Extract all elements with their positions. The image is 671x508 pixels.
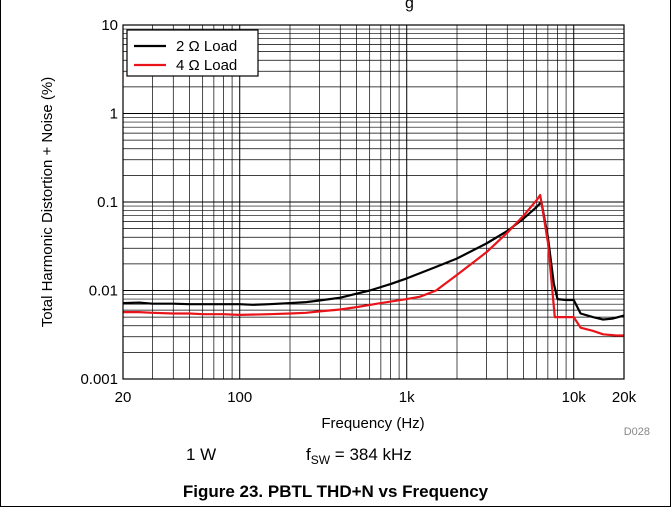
legend-box <box>126 29 259 77</box>
y-tick-label: 1 <box>110 106 118 123</box>
x-axis-label: Frequency (Hz) <box>321 415 424 432</box>
fsw-symbol: f <box>306 445 311 464</box>
power-condition: 1 W <box>186 445 217 464</box>
legend-label-4ohm: 4 Ω Load <box>176 57 237 74</box>
y-tick-label: 0.01 <box>89 283 118 300</box>
y-tick-label: 0.001 <box>80 371 118 388</box>
x-tick-label: 20 <box>115 389 132 406</box>
x-tick-label: 1k <box>399 389 415 406</box>
figure-caption: Figure 23. PBTL THD+N vs Frequency <box>182 482 489 501</box>
plot-area-border <box>122 24 625 380</box>
grid <box>123 25 624 379</box>
y-axis-label: Total Harmonic Distortion + Noise (%) <box>39 77 56 328</box>
y-tick-label: 0.1 <box>97 194 118 211</box>
chart-id-label: D028 <box>624 426 650 438</box>
series-line-4ohm <box>123 193 624 337</box>
header-fragment: g <box>405 0 414 12</box>
y-tick-label: 10 <box>101 17 118 34</box>
series-layer <box>122 193 625 337</box>
y-tick-labels: 0.001 0.01 0.1 1 10 <box>80 17 118 388</box>
fsw-value: = 384 kHz <box>330 445 412 464</box>
x-tick-label: 20k <box>612 389 637 406</box>
switching-frequency-condition: fSW = 384 kHz <box>306 445 412 467</box>
legend-label-2ohm: 2 Ω Load <box>176 38 237 55</box>
x-tick-labels: 20 100 1k 10k 20k <box>115 389 637 406</box>
legend: 2 Ω Load 4 Ω Load <box>126 29 259 77</box>
series-line-2ohm <box>122 200 625 321</box>
x-tick-label: 10k <box>562 389 587 406</box>
fsw-subscript: SW <box>310 453 331 467</box>
x-tick-label: 100 <box>227 389 252 406</box>
